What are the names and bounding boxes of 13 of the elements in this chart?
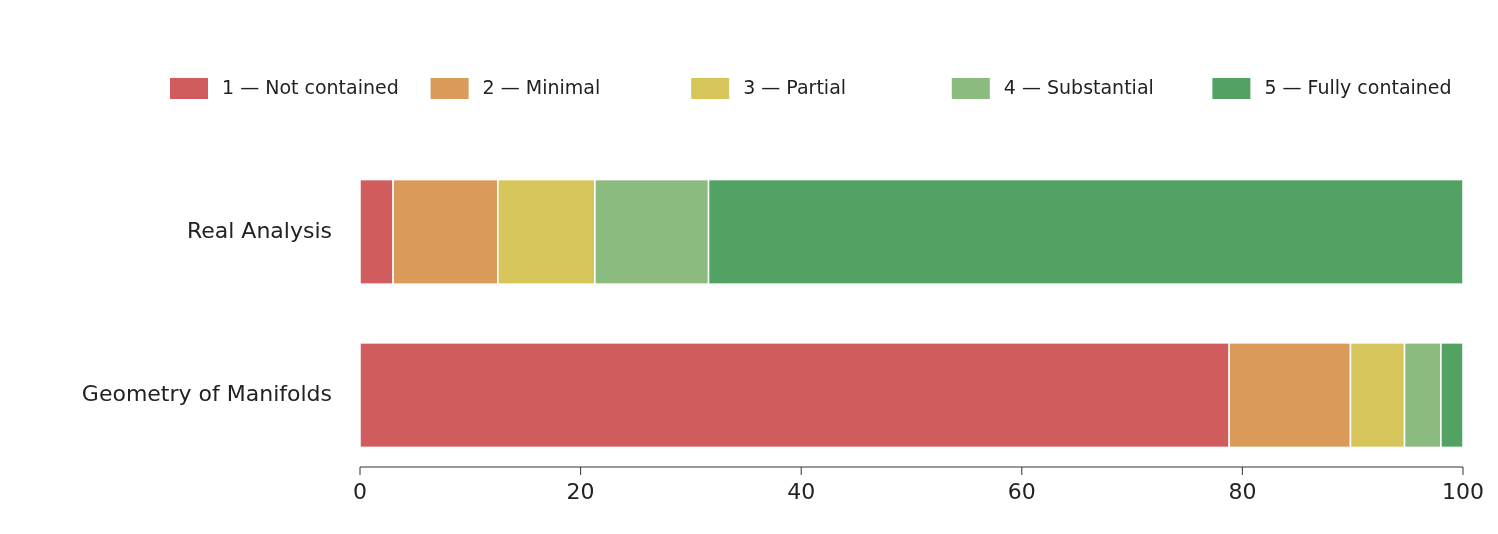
legend-label: 4 — Substantial: [1003, 75, 1154, 98]
x-tick-label: 60: [1007, 479, 1036, 504]
x-tick-label: 100: [1442, 479, 1484, 504]
legend-label: 3 — Partial: [743, 75, 847, 98]
legend-label: 2 — Minimal: [482, 75, 601, 98]
x-tick-label: 0: [353, 479, 367, 504]
y-tick-label: Real Analysis: [186, 217, 332, 243]
x-tick-label: 20: [566, 479, 595, 504]
x-tick-label: 80: [1228, 479, 1257, 504]
x-tick-label: 40: [787, 479, 816, 504]
y-tick-label: Geometry of Manifolds: [81, 381, 332, 407]
legend-label: 5 — Fully contained: [1264, 75, 1452, 98]
legend-label: 1 — Not contained: [222, 75, 399, 98]
